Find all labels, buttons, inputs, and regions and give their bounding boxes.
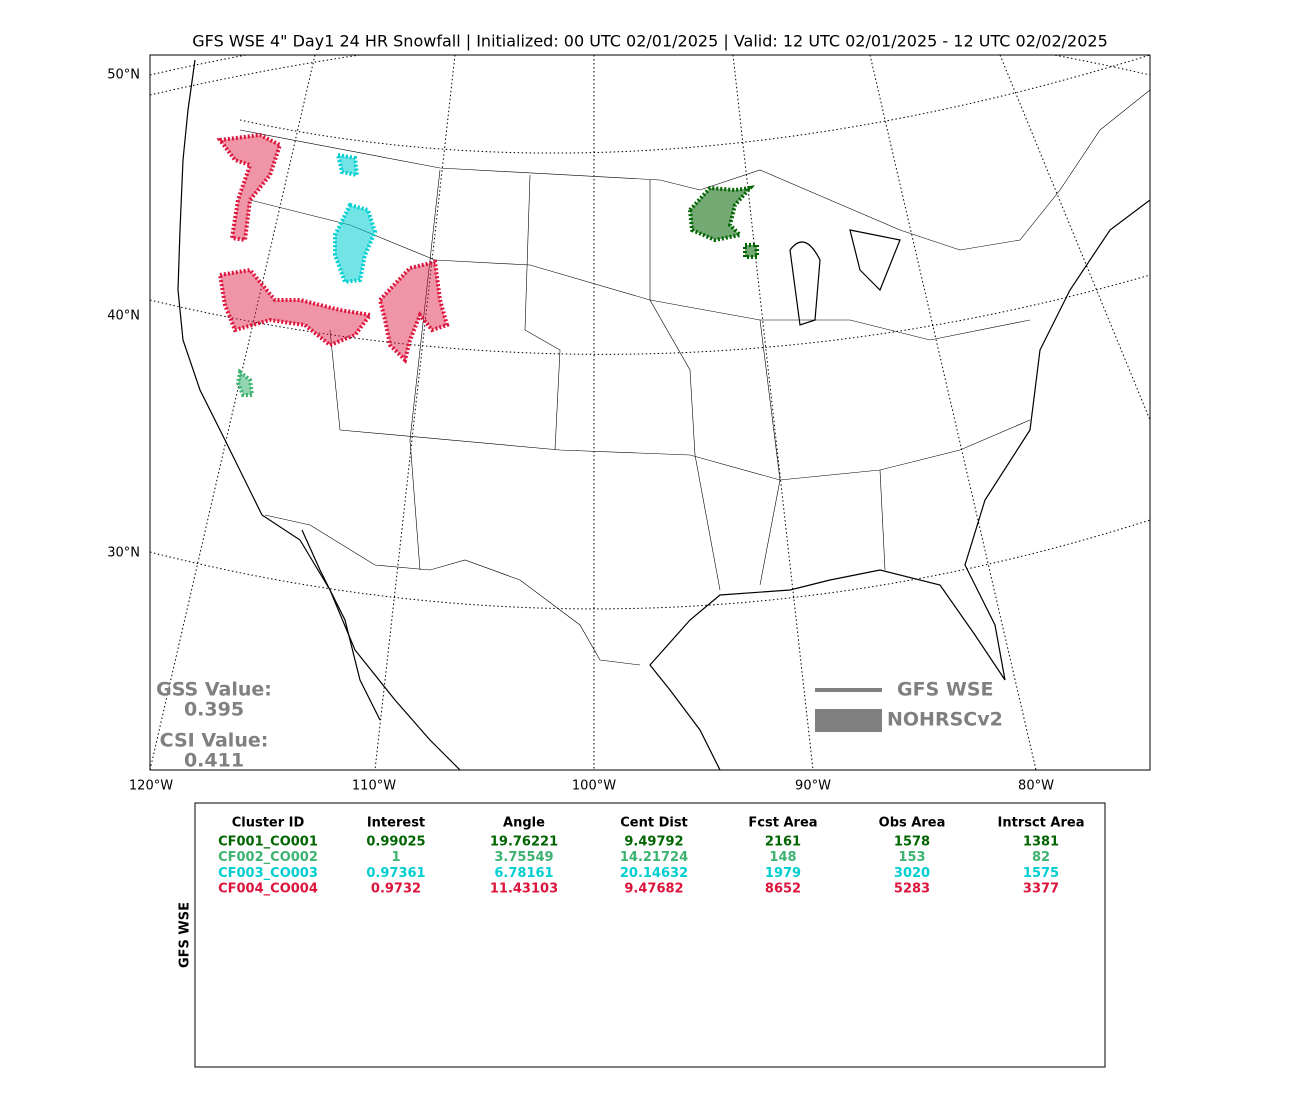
gss-label: GSS Value: <box>156 679 272 701</box>
column-header: Fcst Area <box>748 816 817 831</box>
coastline <box>301 529 381 721</box>
snow-cluster <box>217 267 374 348</box>
lon-label: 100°W <box>572 779 616 794</box>
table-cell: 1578 <box>894 835 930 850</box>
table-cell: 14.21724 <box>620 850 688 865</box>
snow-cluster <box>333 152 378 285</box>
parallel <box>150 519 1150 610</box>
meridian <box>999 55 1150 421</box>
map-title: GFS WSE 4" Day1 24 HR Snowfall | Initial… <box>192 32 1108 51</box>
table-cell: 3377 <box>1023 882 1059 897</box>
table-cell: CF001_CO001 <box>218 835 318 850</box>
table-cell: 11.43103 <box>490 882 558 897</box>
table-cell: 3.75549 <box>494 850 553 865</box>
table-cell: 19.76221 <box>490 835 558 850</box>
table-cell: CF002_CO002 <box>218 850 318 865</box>
column-header: Cent Dist <box>620 816 688 831</box>
lon-label: 80°W <box>1018 779 1054 794</box>
table-cell: 0.99025 <box>366 835 425 850</box>
legend-label: NOHRSCv2 <box>887 709 1003 731</box>
table-cell: 0.97361 <box>366 866 425 881</box>
table-cell: 8652 <box>765 882 801 897</box>
lat-label: 30°N <box>107 546 140 561</box>
table: Cluster ID Interest Angle Cent Dist Fcst Are… <box>218 816 1084 897</box>
column-header: Cluster ID <box>232 816 305 831</box>
state-line <box>329 329 1031 481</box>
column-header: Obs Area <box>879 816 946 831</box>
table-cell: 5283 <box>894 882 930 897</box>
lake <box>789 229 901 326</box>
table-cell: CF003_CO003 <box>218 866 318 881</box>
lon-label: 90°W <box>795 779 831 794</box>
table-cell: 153 <box>898 850 925 865</box>
table-cell: 6.78161 <box>494 866 553 881</box>
state-line <box>409 169 886 591</box>
column-header: Interest <box>367 816 425 831</box>
table-cell: 3020 <box>894 866 930 881</box>
table-cell: 82 <box>1032 850 1050 865</box>
csi-label: CSI Value: <box>160 730 269 752</box>
parallel <box>150 274 1150 355</box>
table-cell: 148 <box>769 850 796 865</box>
coastline <box>177 59 461 770</box>
column-header: Angle <box>503 816 545 831</box>
lat-label: 50°N <box>107 68 140 83</box>
map-frame <box>149 54 1151 771</box>
table-cell: 9.47682 <box>624 882 683 897</box>
snow-cluster <box>687 185 759 259</box>
coastline <box>649 199 1150 770</box>
table-cell: CF004_CO004 <box>218 882 318 897</box>
table-cell: 2161 <box>765 835 801 850</box>
table-cell: 1 <box>391 850 400 865</box>
snow-cluster <box>216 132 283 243</box>
gss-value: 0.395 <box>184 699 244 721</box>
map: 50°N 40°N 30°N 120°W 110°W 100°W 90°W 80… <box>107 54 1151 794</box>
table-cell: 1979 <box>765 866 801 881</box>
csi-value: 0.411 <box>184 750 244 772</box>
parallel <box>150 55 1130 96</box>
table-cell: 0.9732 <box>371 882 421 897</box>
border <box>264 514 641 666</box>
snow-cluster <box>235 368 255 397</box>
table-cell: 20.14632 <box>620 866 688 881</box>
lon-label: 110°W <box>352 779 396 794</box>
border <box>239 89 1150 251</box>
snow-cluster <box>377 259 450 364</box>
legend-label: GFS WSE <box>897 679 994 701</box>
lon-label: 120°W <box>129 779 173 794</box>
table-frame <box>194 802 1106 1068</box>
table-cell: 1381 <box>1023 835 1059 850</box>
lat-label: 40°N <box>107 309 140 324</box>
column-header: Intrsct Area <box>998 816 1085 831</box>
map-content <box>150 55 1150 770</box>
table-side-label: GFS WSE <box>178 902 193 968</box>
table-cell: 9.49792 <box>624 835 683 850</box>
legend-patch <box>815 709 882 732</box>
table-cell: 1575 <box>1023 866 1059 881</box>
